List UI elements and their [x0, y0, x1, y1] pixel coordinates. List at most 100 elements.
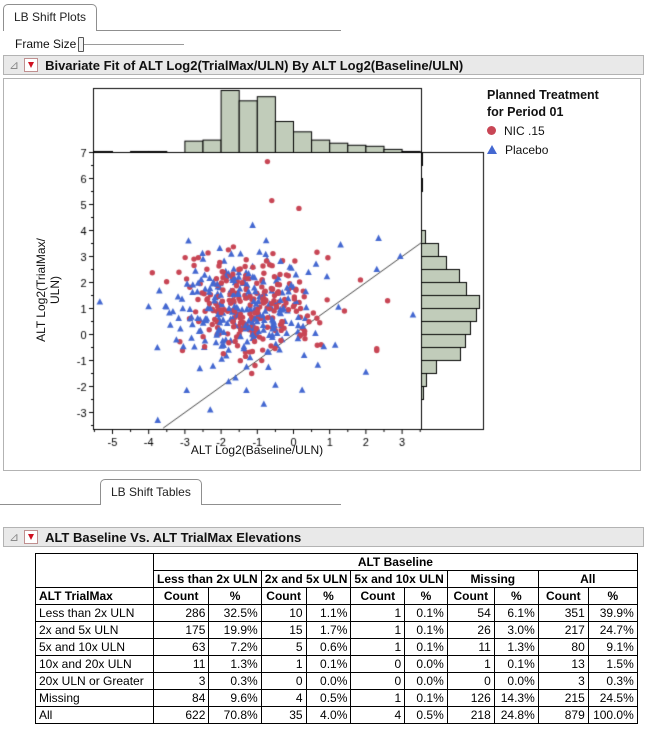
legend-circle-icon	[487, 126, 496, 135]
bivariate-scatter-canvas[interactable]	[4, 79, 640, 468]
table-cell: 100.0%	[587, 706, 638, 724]
table-cell: 879	[537, 706, 589, 724]
tab-strip-line	[3, 30, 341, 31]
y-axis-title-line2: ULN)	[48, 276, 62, 305]
row-label: 10x and 20x ULN	[35, 655, 154, 673]
legend-entry-label: NIC .15	[504, 123, 545, 138]
table-cell: 3.0%	[493, 621, 539, 639]
legend-title-line2: for Period 01	[487, 105, 564, 119]
table-cell: 0.0%	[404, 672, 448, 690]
table-cell: 32.5%	[208, 604, 262, 622]
table-cell: 5	[260, 638, 307, 656]
tab-lb-shift-plots[interactable]: LB Shift Plots	[3, 4, 98, 31]
shift-table-title: ALT Baseline Vs. ALT TrialMax Elevations	[45, 529, 302, 545]
menu-triangle-icon	[28, 534, 35, 540]
table-cell: 0.3%	[208, 672, 262, 690]
table-cell: 218	[446, 706, 495, 724]
y-axis-title: ALT Log2(TrialMax/ ULN)	[34, 140, 62, 440]
table-cell: 24.5%	[587, 689, 638, 707]
trialmax-row-header: ALT TrialMax	[35, 587, 154, 605]
table-row: 5x and 10x ULN 63 7.2% 5 0.6% 1 0.1% 11 1.3% 80 9.…	[35, 638, 638, 656]
table-cell: 1	[350, 638, 406, 656]
x-axis-title: ALT Log2(Baseline/ULN)	[190, 443, 324, 457]
table-cell: 126	[446, 689, 495, 707]
table-cell: 1.3%	[493, 638, 539, 656]
table-cell: 0	[350, 655, 406, 673]
table-cell: 39.9%	[587, 604, 638, 622]
table-row: 10x and 20x ULN 11 1.3% 1 0.1% 0 0.0% 1 0.1% 13 1.…	[35, 655, 638, 673]
table-cell: 175	[152, 621, 210, 639]
subcol-header: Count	[537, 587, 589, 605]
table-row: 2x and 5x ULN 175 19.9% 15 1.7% 1 0.1% 26 3.0% 21…	[35, 621, 638, 639]
table-cell: 24.8%	[493, 706, 539, 724]
table-cell: 1.7%	[305, 621, 352, 639]
legend-entry[interactable]: Placebo	[487, 140, 599, 159]
outline-header-bivariate: ⊿ Bivariate Fit of ALT Log2(TrialMax/ULN…	[3, 55, 644, 75]
table-cell: 0.5%	[305, 689, 352, 707]
row-label: 2x and 5x ULN	[35, 621, 154, 639]
baseline-group-header: 2x and 5x ULN	[260, 570, 352, 588]
table-cell: 0.0%	[305, 672, 352, 690]
table-cell: 0.5%	[404, 706, 448, 724]
table-cell: 4	[260, 689, 307, 707]
table-cell: 0.1%	[305, 655, 352, 673]
disclosure-triangle-icon[interactable]: ⊿	[9, 58, 20, 72]
row-label: Missing	[35, 689, 154, 707]
legend-entry[interactable]: NIC .15	[487, 121, 599, 140]
table-corner-cell	[35, 553, 154, 588]
table-cell: 6.1%	[493, 604, 539, 622]
table-cell: 286	[152, 604, 210, 622]
table-cell: 1.3%	[208, 655, 262, 673]
legend-triangle-icon	[487, 145, 497, 154]
row-label: Less than 2x ULN	[35, 604, 154, 622]
frame-size-slider-handle[interactable]	[78, 37, 84, 52]
table-cell: 0.6%	[305, 638, 352, 656]
red-menu-button[interactable]	[24, 530, 39, 544]
row-label: 20x ULN or Greater	[35, 672, 154, 690]
table-cell: 622	[152, 706, 210, 724]
table-cell: 0.0%	[493, 672, 539, 690]
baseline-group-header: All	[537, 570, 638, 588]
table-cell: 70.8%	[208, 706, 262, 724]
baseline-group-header: 5x and 10x ULN	[350, 570, 448, 588]
baseline-span-header: ALT Baseline	[153, 553, 638, 571]
table-cell: 0.0%	[404, 655, 448, 673]
legend-entry-label: Placebo	[505, 142, 549, 157]
frame-size-slider-track[interactable]	[84, 44, 184, 45]
table-cell: 15	[260, 621, 307, 639]
subcol-header: %	[587, 587, 638, 605]
red-menu-button[interactable]	[24, 58, 39, 72]
table-cell: 24.7%	[587, 621, 638, 639]
disclosure-triangle-icon[interactable]: ⊿	[9, 530, 20, 544]
tab-lb-shift-tables[interactable]: LB Shift Tables	[100, 479, 202, 505]
table-cell: 351	[537, 604, 589, 622]
baseline-group-header: Less than 2x ULN	[153, 570, 262, 588]
table-row: All 622 70.8% 35 4.0% 4 0.5% 218 24.8% 879 100.0%	[35, 706, 638, 724]
frame-size-label: Frame Size	[15, 37, 77, 51]
table-cell: 0	[446, 672, 495, 690]
table-cell: 0.3%	[587, 672, 638, 690]
legend-title-line1: Planned Treatment	[487, 88, 599, 102]
table-cell: 1.5%	[587, 655, 638, 673]
table-cell: 14.3%	[493, 689, 539, 707]
tab-label: LB Shift Plots	[14, 10, 87, 24]
table-cell: 54	[446, 604, 495, 622]
table-cell: 3	[152, 672, 210, 690]
table-cell: 0	[260, 672, 307, 690]
table-cell: 0	[350, 672, 406, 690]
table-row: Missing 84 9.6% 4 0.5% 1 0.1% 126 14.3% 215 24.5%	[35, 689, 638, 707]
table-cell: 11	[446, 638, 495, 656]
table-cell: 13	[537, 655, 589, 673]
bivariate-plot-panel: ALT Log2(Baseline/ULN) ALT Log2(TrialMax…	[3, 78, 641, 471]
table-cell: 0.1%	[404, 638, 448, 656]
table-cell: 215	[537, 689, 589, 707]
table-cell: 19.9%	[208, 621, 262, 639]
table-cell: 4.0%	[305, 706, 352, 724]
table-cell: 1	[260, 655, 307, 673]
outline-header-shift-table: ⊿ ALT Baseline Vs. ALT TrialMax Elevatio…	[3, 527, 644, 547]
table-cell: 1	[446, 655, 495, 673]
table-cell: 10	[260, 604, 307, 622]
subcol-header: Count	[446, 587, 495, 605]
menu-triangle-icon	[28, 62, 35, 68]
subcol-header: Count	[350, 587, 406, 605]
